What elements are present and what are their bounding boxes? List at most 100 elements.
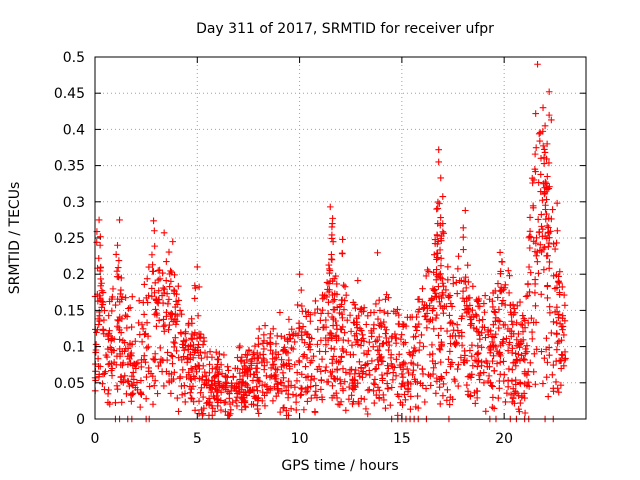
data-point: [534, 60, 541, 68]
data-point: [516, 344, 523, 351]
data-point: [517, 380, 524, 387]
data-point: [197, 348, 204, 356]
data-point: [135, 319, 142, 327]
data-point: [196, 334, 204, 342]
data-point: [278, 356, 285, 363]
data-point: [462, 284, 470, 292]
data-point: [550, 361, 557, 369]
data-point: [360, 337, 368, 345]
data-point: [267, 346, 274, 354]
data-point: [178, 382, 185, 390]
data-point: [199, 362, 207, 370]
data-point: [259, 351, 267, 358]
data-point: [538, 223, 545, 230]
data-point: [123, 390, 130, 398]
data-point: [446, 401, 454, 408]
data-point: [549, 371, 556, 379]
y-tick-label: 0.3: [63, 195, 85, 211]
data-point: [450, 375, 458, 383]
data-point: [324, 310, 332, 317]
data-point: [440, 309, 447, 317]
data-point: [104, 332, 112, 340]
data-point: [153, 298, 161, 306]
data-point: [558, 351, 565, 358]
data-point: [494, 294, 502, 301]
data-point: [201, 349, 209, 357]
data-point: [117, 290, 124, 298]
data-point: [468, 371, 476, 378]
data-point: [429, 350, 436, 358]
data-point: [239, 366, 246, 373]
data-point: [473, 394, 481, 402]
data-point: [551, 245, 559, 253]
data-point: [205, 384, 213, 391]
data-point: [552, 357, 560, 365]
data-point: [496, 249, 504, 256]
data-point: [528, 328, 536, 336]
data-point: [356, 306, 364, 313]
data-point: [357, 342, 365, 349]
data-point: [217, 397, 225, 404]
data-point: [124, 377, 132, 385]
data-point: [314, 366, 321, 373]
data-point: [556, 291, 564, 298]
data-point: [460, 359, 467, 366]
data-point: [540, 154, 548, 161]
data-point: [511, 309, 519, 316]
data-point: [191, 329, 199, 336]
data-point: [116, 326, 123, 334]
data-point: [472, 311, 480, 318]
data-point: [169, 318, 177, 325]
data-point: [485, 344, 493, 352]
data-point: [359, 331, 366, 339]
data-point: [433, 266, 440, 273]
data-point: [292, 406, 300, 414]
data-point: [444, 292, 452, 300]
data-point: [435, 332, 442, 339]
data-point: [395, 320, 402, 328]
data-point: [533, 345, 541, 353]
data-point: [153, 323, 160, 330]
data-point: [535, 179, 542, 186]
data-point: [95, 373, 103, 381]
data-point: [535, 228, 543, 236]
data-point: [311, 309, 319, 317]
data-point: [346, 311, 354, 319]
data-point: [532, 319, 540, 326]
data-point: [470, 324, 478, 332]
data-point: [311, 408, 319, 415]
data-point: [281, 334, 288, 342]
data-point: [242, 403, 249, 411]
data-point: [298, 302, 306, 310]
data-point: [537, 241, 544, 248]
data-point: [334, 375, 341, 383]
data-point: [427, 382, 434, 389]
data-point: [328, 251, 335, 258]
data-point: [267, 364, 275, 372]
data-point: [105, 312, 112, 319]
data-point: [271, 355, 279, 363]
data-point: [323, 279, 331, 286]
data-point: [546, 303, 553, 311]
data-point: [333, 280, 341, 288]
data-point: [113, 267, 121, 275]
data-point: [542, 206, 549, 213]
data-point: [143, 294, 150, 302]
data-point: [188, 315, 195, 323]
data-point: [339, 385, 347, 393]
data-point: [344, 337, 352, 345]
data-point: [532, 239, 540, 247]
data-point: [169, 353, 176, 360]
data-point: [482, 334, 489, 341]
data-point: [93, 329, 100, 336]
data-point: [114, 241, 121, 249]
data-point: [523, 348, 531, 355]
data-point: [130, 376, 138, 383]
data-point: [107, 367, 115, 374]
data-point: [480, 379, 488, 387]
data-point: [516, 298, 524, 306]
data-point: [399, 323, 407, 330]
data-point: [371, 381, 379, 388]
data-point: [278, 387, 286, 395]
data-point: [163, 308, 170, 316]
